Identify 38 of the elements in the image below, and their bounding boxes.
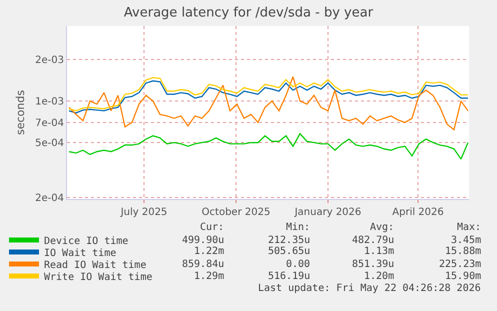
y-tick-label: 2e-04 xyxy=(35,192,64,204)
text: 499.90u xyxy=(182,235,224,246)
x-tick-label: January 2026 xyxy=(294,207,362,218)
line-series xyxy=(68,76,469,130)
x-tick-label: April 2026 xyxy=(392,207,444,218)
text: 516.19u xyxy=(268,271,310,282)
legend-label: Device IO time xyxy=(44,236,128,247)
text: 15.88m xyxy=(445,246,482,257)
chart-title: Average latency for /dev/sda - by year xyxy=(124,6,374,21)
legend-label: Write IO Wait time xyxy=(44,272,152,283)
y-tick-label: 5e-04 xyxy=(35,138,64,150)
text: Avg: xyxy=(370,222,394,233)
y-tick-label: 2e-03 xyxy=(35,55,64,66)
text: Max: xyxy=(457,222,482,233)
line-series xyxy=(68,133,469,160)
text: 0.00 xyxy=(286,259,310,270)
y-tick-label: 7e-04 xyxy=(35,118,64,129)
text: 859.84u xyxy=(182,259,224,270)
text: 482.79u xyxy=(352,235,394,246)
y-axis-title: seconds xyxy=(14,90,27,135)
legend-label: Read IO Wait time xyxy=(44,260,146,271)
text: 1.22m xyxy=(194,246,224,257)
x-tick-label: October 2025 xyxy=(202,207,270,218)
text: Min: xyxy=(286,222,310,233)
legend-label: IO Wait time xyxy=(44,248,116,259)
text: 1.29m xyxy=(194,271,224,282)
text: 15.90m xyxy=(445,271,482,282)
text: 851.39u xyxy=(352,259,394,270)
text: 225.23m xyxy=(439,259,482,270)
text: Cur: xyxy=(200,222,224,233)
text: 212.35u xyxy=(268,235,310,246)
x-tick-label: July 2025 xyxy=(120,207,168,218)
text: 1.20m xyxy=(364,271,394,282)
y-tick-label: 1e-03 xyxy=(35,96,64,108)
text: 1.13m xyxy=(364,246,394,257)
text: 505.65u xyxy=(268,246,310,257)
text: 3.45m xyxy=(451,235,482,246)
text: Last update: Fri May 22 04:26:28 2026 xyxy=(258,283,481,294)
